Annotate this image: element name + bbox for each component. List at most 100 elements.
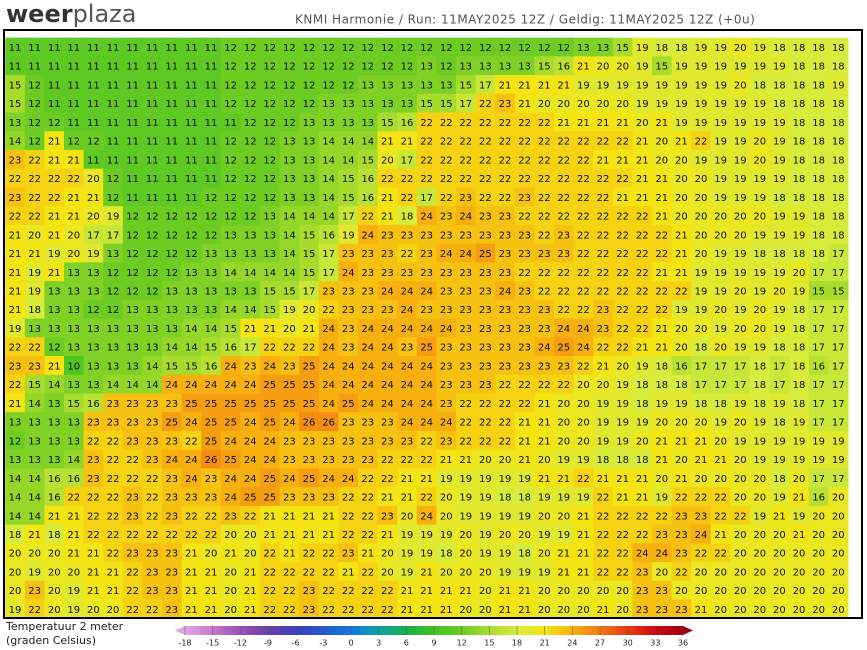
temp-cell xyxy=(240,318,261,338)
temp-cell xyxy=(358,599,379,618)
temp-cell xyxy=(789,487,810,507)
temp-cell xyxy=(534,449,555,469)
temp-value: 18 xyxy=(636,399,649,410)
temp-cell xyxy=(416,224,437,245)
temp-value: 23 xyxy=(283,361,296,372)
temp-value: 12 xyxy=(244,137,257,148)
temp-cell xyxy=(573,543,594,563)
temp-value: 13 xyxy=(224,249,237,260)
temp-cell xyxy=(573,168,594,188)
temp-cell xyxy=(495,599,516,618)
temp-cell xyxy=(769,487,790,507)
temp-value: 11 xyxy=(126,137,139,148)
temp-cell xyxy=(652,93,673,114)
temp-cell xyxy=(691,412,712,432)
temp-cell xyxy=(338,112,359,132)
temp-cell xyxy=(24,562,45,582)
temp-value: 19 xyxy=(48,249,61,260)
temp-cell xyxy=(201,187,222,207)
temp-value: 24 xyxy=(401,399,414,410)
temp-cell xyxy=(573,356,594,376)
temp-cell xyxy=(612,374,633,395)
temp-value: 21 xyxy=(695,605,708,616)
temp-cell xyxy=(573,224,594,245)
temp-cell xyxy=(122,299,143,320)
temp-value: 16 xyxy=(812,493,825,504)
temp-cell xyxy=(24,131,45,151)
temp-cell xyxy=(279,243,300,263)
temp-cell xyxy=(338,93,359,114)
temp-cell xyxy=(397,131,418,151)
temp-cell xyxy=(514,337,535,357)
temp-cell xyxy=(162,543,183,563)
temp-value: 22 xyxy=(303,549,316,560)
temp-value: 19 xyxy=(734,99,747,110)
temp-cell xyxy=(573,412,594,432)
temp-value: 19 xyxy=(773,230,786,241)
temp-cell xyxy=(593,206,614,226)
temp-cell xyxy=(162,75,183,95)
temp-cell xyxy=(103,318,124,338)
temp-cell xyxy=(828,505,849,526)
temp-value: 20 xyxy=(734,80,747,91)
temp-value: 19 xyxy=(499,511,512,522)
temp-cell xyxy=(514,206,535,226)
temp-value: 11 xyxy=(146,99,159,110)
temp-cell xyxy=(220,224,241,245)
temp-value: 13 xyxy=(342,118,355,129)
temp-value: 23 xyxy=(538,324,551,335)
temp-cell xyxy=(318,580,339,601)
temp-value: 22 xyxy=(499,118,512,129)
temp-value: 12 xyxy=(263,80,276,91)
temp-value: 18 xyxy=(401,212,414,223)
temp-cell xyxy=(397,206,418,226)
temp-cell xyxy=(358,505,379,526)
temp-value: 18 xyxy=(812,118,825,129)
temp-value: 24 xyxy=(361,230,374,241)
temp-cell xyxy=(299,487,320,507)
temp-value: 19 xyxy=(655,399,668,410)
temp-cell xyxy=(436,412,457,432)
temp-cell xyxy=(769,580,790,601)
temp-value: 22 xyxy=(146,474,159,485)
temp-cell xyxy=(710,412,731,432)
temp-value: 19 xyxy=(577,80,590,91)
temp-value: 25 xyxy=(224,399,237,410)
temp-cell xyxy=(142,430,163,451)
temp-cell xyxy=(416,505,437,526)
temp-cell xyxy=(181,356,202,376)
temp-value: 18 xyxy=(793,118,806,129)
temp-value: 17 xyxy=(812,474,825,485)
temp-cell xyxy=(456,75,477,95)
temp-value: 19 xyxy=(499,567,512,578)
temp-cell xyxy=(338,168,359,188)
temp-cell xyxy=(142,505,163,526)
temp-value: 13 xyxy=(303,137,316,148)
temp-cell xyxy=(181,337,202,357)
temp-cell xyxy=(122,430,143,451)
temp-value: 14 xyxy=(146,361,159,372)
temp-value: 21 xyxy=(9,305,22,316)
temp-value: 22 xyxy=(577,286,590,297)
temp-value: 12 xyxy=(263,43,276,54)
temp-value: 22 xyxy=(381,605,394,616)
temp-cell xyxy=(828,206,849,226)
temp-cell xyxy=(652,412,673,432)
temp-cell xyxy=(436,505,457,526)
temp-cell xyxy=(593,150,614,170)
temp-cell xyxy=(671,505,692,526)
temp-cell xyxy=(201,393,222,413)
temp-cell xyxy=(44,412,65,432)
temp-cell xyxy=(750,374,771,395)
temp-cell xyxy=(397,580,418,601)
temp-value: 12 xyxy=(185,230,198,241)
temp-cell xyxy=(240,224,261,245)
temp-value: 19 xyxy=(675,99,688,110)
temp-cell xyxy=(103,75,124,95)
temp-value: 25 xyxy=(205,418,218,429)
temp-value: 24 xyxy=(381,399,394,410)
temp-cell xyxy=(279,281,300,301)
colorbar: -18 -15 -12 -9 -6 -3 0 3 6 9 12 15 18 21 24 27 30 33 36 xyxy=(175,626,693,648)
temp-value: 13 xyxy=(322,99,335,110)
temp-value: 23 xyxy=(401,436,414,447)
